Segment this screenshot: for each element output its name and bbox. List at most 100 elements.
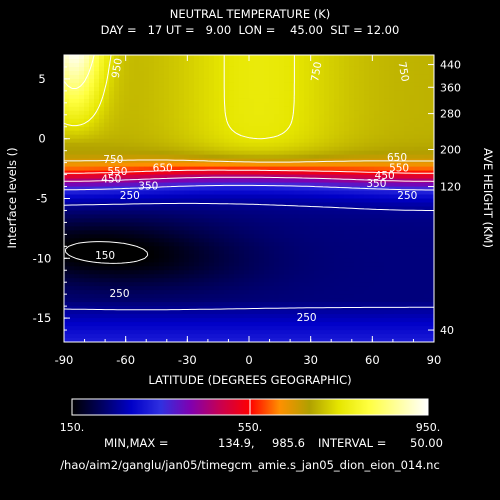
field-cell bbox=[114, 55, 120, 60]
field-cell bbox=[124, 206, 130, 212]
field-cell bbox=[139, 126, 145, 132]
field-cell bbox=[64, 114, 70, 120]
field-cell bbox=[119, 234, 125, 239]
field-cell bbox=[79, 110, 85, 116]
field-cell bbox=[219, 318, 225, 323]
field-cell bbox=[74, 94, 80, 100]
field-cell bbox=[294, 198, 300, 204]
field-cell bbox=[384, 210, 390, 216]
field-cell bbox=[109, 198, 115, 204]
field-cell bbox=[149, 306, 155, 311]
field-cell bbox=[74, 130, 80, 136]
field-cell bbox=[159, 162, 165, 168]
field-cell bbox=[419, 62, 425, 68]
field-cell bbox=[114, 74, 120, 80]
field-cell bbox=[339, 154, 345, 160]
field-cell bbox=[169, 202, 175, 208]
field-cell bbox=[259, 238, 265, 243]
field-cell bbox=[174, 158, 180, 164]
field-cell bbox=[324, 270, 330, 275]
field-cell bbox=[209, 202, 215, 208]
field-cell bbox=[264, 62, 270, 68]
field-cell bbox=[419, 302, 425, 307]
field-cell bbox=[159, 242, 165, 247]
field-cell bbox=[119, 178, 125, 184]
field-cell bbox=[369, 146, 375, 152]
field-cell bbox=[64, 242, 70, 247]
field-cell bbox=[169, 246, 175, 251]
field-cell bbox=[74, 66, 80, 72]
field-cell bbox=[199, 58, 205, 64]
field-cell bbox=[179, 146, 185, 152]
field-cell bbox=[139, 218, 145, 224]
field-cell bbox=[154, 55, 160, 60]
field-cell bbox=[104, 286, 110, 291]
field-cell bbox=[169, 74, 175, 80]
field-cell bbox=[259, 282, 265, 287]
field-cell bbox=[249, 102, 255, 108]
field-cell bbox=[254, 234, 260, 239]
field-cell bbox=[89, 278, 95, 283]
field-cell bbox=[399, 150, 405, 156]
field-cell bbox=[364, 318, 370, 323]
field-cell bbox=[289, 90, 295, 96]
field-cell bbox=[234, 90, 240, 96]
field-cell bbox=[359, 306, 365, 311]
field-cell bbox=[199, 94, 205, 100]
field-cell bbox=[279, 82, 285, 88]
field-cell bbox=[319, 90, 325, 96]
field-cell bbox=[379, 202, 385, 208]
field-cell bbox=[409, 210, 415, 216]
field-cell bbox=[254, 86, 260, 92]
field-cell bbox=[129, 130, 135, 136]
field-cell bbox=[249, 226, 255, 231]
field-cell bbox=[279, 114, 285, 120]
field-cell bbox=[379, 266, 385, 271]
field-cell bbox=[114, 166, 120, 172]
field-cell bbox=[344, 166, 350, 172]
field-cell bbox=[314, 158, 320, 164]
field-cell bbox=[339, 210, 345, 216]
field-cell bbox=[299, 186, 305, 192]
field-cell bbox=[214, 278, 220, 283]
field-cell bbox=[424, 202, 430, 208]
field-cell bbox=[139, 278, 145, 283]
field-cell bbox=[374, 146, 380, 152]
field-cell bbox=[424, 66, 430, 72]
field-cell bbox=[389, 298, 395, 303]
field-cell bbox=[164, 74, 170, 80]
field-cell bbox=[234, 134, 240, 140]
field-cell bbox=[414, 74, 420, 80]
field-cell bbox=[389, 198, 395, 204]
field-cell bbox=[339, 298, 345, 303]
field-cell bbox=[94, 230, 100, 235]
field-cell bbox=[289, 190, 295, 196]
field-cell bbox=[329, 270, 335, 275]
field-cell bbox=[294, 226, 300, 231]
field-cell bbox=[124, 218, 130, 224]
field-cell bbox=[349, 182, 355, 188]
field-cell bbox=[134, 86, 140, 92]
field-cell bbox=[134, 270, 140, 275]
field-cell bbox=[114, 238, 120, 243]
field-cell bbox=[129, 290, 135, 295]
field-cell bbox=[289, 174, 295, 180]
field-cell bbox=[284, 314, 290, 319]
field-cell bbox=[139, 282, 145, 287]
field-cell bbox=[174, 290, 180, 295]
field-cell bbox=[319, 246, 325, 251]
field-cell bbox=[264, 210, 270, 216]
field-cell bbox=[309, 262, 315, 267]
field-cell bbox=[99, 150, 105, 156]
field-cell bbox=[324, 238, 330, 243]
field-cell bbox=[234, 266, 240, 271]
field-cell bbox=[139, 318, 145, 323]
field-cell bbox=[199, 90, 205, 96]
field-cell bbox=[264, 218, 270, 224]
field-cell bbox=[124, 166, 130, 172]
field-cell bbox=[259, 266, 265, 271]
field-cell bbox=[304, 150, 310, 156]
field-cell bbox=[239, 226, 245, 231]
field-cell bbox=[414, 210, 420, 216]
field-cell bbox=[414, 190, 420, 196]
